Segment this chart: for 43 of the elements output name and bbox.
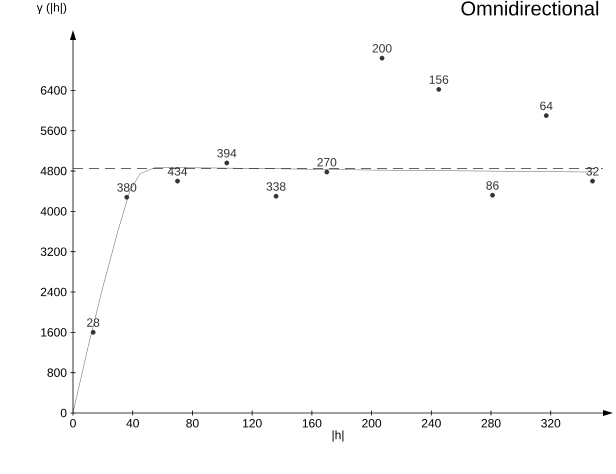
y-tick-label: 2400 [40,288,67,296]
point [175,178,180,184]
y-tick-label: 6400 [40,86,67,95]
annotation: 338 [266,182,286,191]
x-tick-label: 240 [422,419,441,428]
annotation: 394 [217,148,236,158]
y-tick-label: 0 [60,408,67,418]
point [90,330,96,335]
x-tick-label: 120 [243,419,262,428]
x-tick-label: 0 [70,419,76,428]
annotation: 86 [486,181,499,190]
annotation: 270 [317,158,336,167]
y-tick-label: 5600 [40,126,67,135]
point [124,194,130,200]
annotation: 156 [430,75,448,84]
x-tick-label: 40 [126,419,139,428]
x-tick-label: 80 [186,419,199,428]
point [544,113,549,118]
y-tick-label: 3200 [40,247,67,256]
x-tick-label: 320 [541,419,560,428]
point [274,194,278,199]
y-tick-label: 4000 [40,207,67,216]
point [224,160,230,166]
annotation: 434 [168,167,188,176]
annotation: 200 [372,44,392,53]
y-tick-label: 800 [47,368,67,377]
x-tick-label: 200 [362,419,382,428]
x-tick-label: 280 [482,419,501,428]
annotation: 32 [586,167,599,176]
point [490,192,495,198]
x-axis-title: |h| [332,430,344,442]
y-tick-label: 4800 [40,166,67,176]
annotation: 28 [87,318,100,327]
annotation: 64 [540,102,553,110]
annotation: 380 [117,183,136,192]
point [324,170,330,174]
y-axis-title: γ (|h|) [36,2,66,14]
point [590,178,595,184]
y-tick-label: 1600 [41,328,67,337]
chart-title: Omnidirectional [461,0,598,16]
point [380,56,384,61]
x-tick-label: 160 [302,419,322,428]
point [436,87,442,92]
